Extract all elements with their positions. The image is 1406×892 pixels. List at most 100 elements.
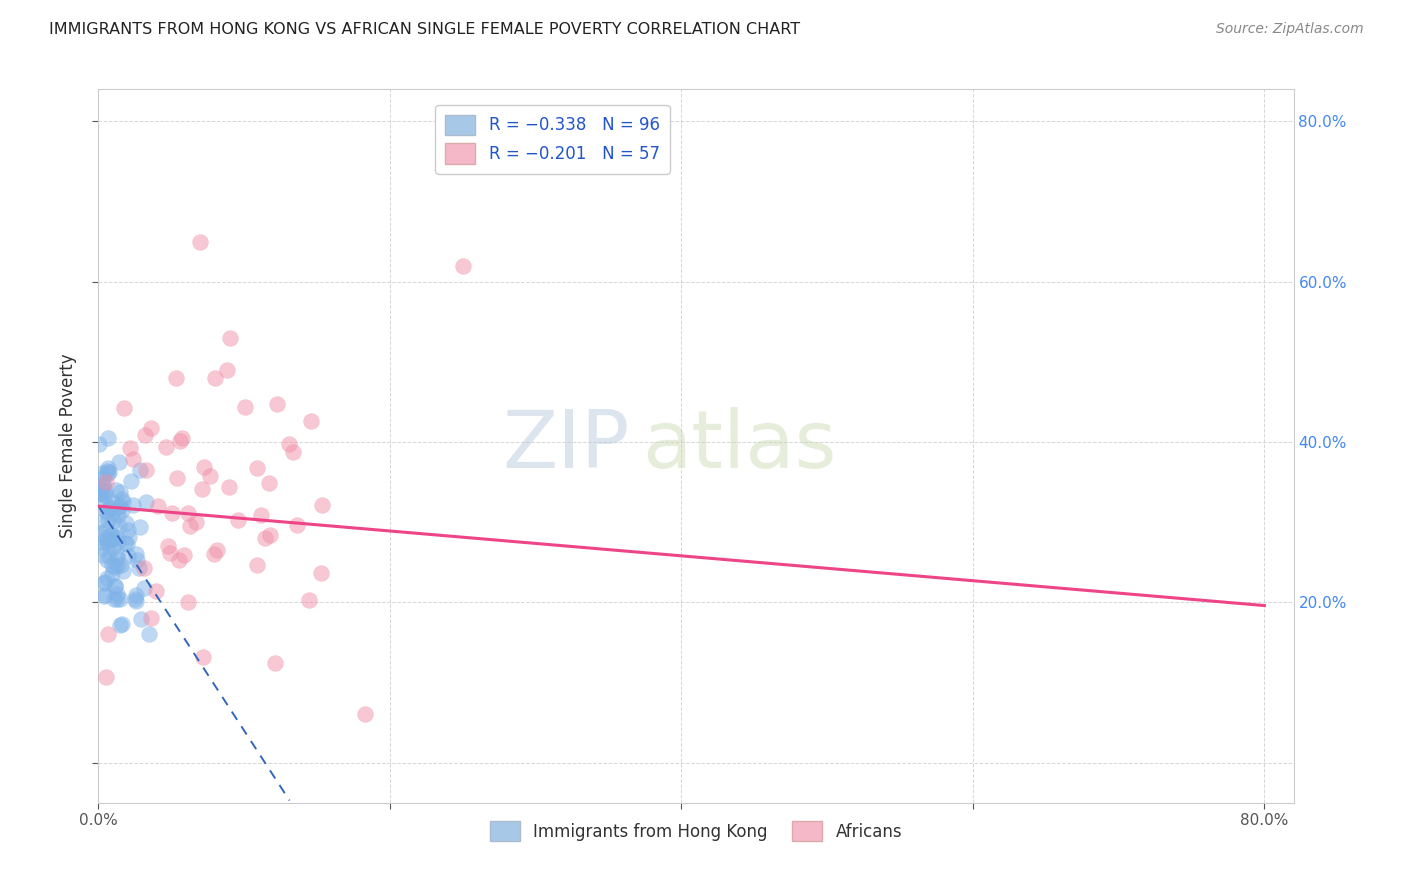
Point [166,471,188,485]
Point [259,527,281,541]
Point [218,331,240,345]
Point [135,463,157,477]
Point [184,515,207,529]
Point [128,463,150,477]
Point [98,528,121,542]
Point [94,475,117,489]
Point [97,513,120,527]
Point [148,500,170,514]
Point [218,480,240,494]
Point [281,444,304,458]
Point [101,533,124,547]
Point [177,595,200,609]
Y-axis label: Single Female Poverty: Single Female Poverty [59,354,77,538]
Point [108,499,131,513]
Point [87,515,110,529]
Point [309,566,332,581]
Point [111,495,134,509]
Point [139,421,162,435]
Point [103,559,125,574]
Point [101,495,124,509]
Point [112,401,135,416]
Point [138,627,160,641]
Point [87,487,110,501]
Point [104,483,127,497]
Point [155,440,177,454]
Point [94,670,117,684]
Point [246,461,269,475]
Point [145,583,167,598]
Point [90,525,112,540]
Point [107,534,129,549]
Point [101,528,124,542]
Point [159,546,181,560]
Point [104,579,127,593]
Point [134,561,156,575]
Point [278,437,301,451]
Point [129,612,152,626]
Point [94,523,117,537]
Point [105,550,128,565]
Text: ZIP: ZIP [503,407,630,485]
Point [93,575,115,590]
Point [107,508,129,522]
Point [96,571,118,585]
Point [298,593,321,607]
Point [101,558,124,572]
Point [191,649,214,664]
Point [191,482,214,496]
Point [120,441,142,455]
Point [160,507,183,521]
Point [207,543,229,558]
Legend: Immigrants from Hong Kong, Africans: Immigrants from Hong Kong, Africans [482,814,910,848]
Point [299,415,322,429]
Point [120,474,142,488]
Point [101,567,124,582]
Point [179,519,201,533]
Point [110,492,132,507]
Point [108,500,131,514]
Point [89,484,111,499]
Point [97,536,120,550]
Text: Source: ZipAtlas.com: Source: ZipAtlas.com [1216,22,1364,37]
Point [124,547,146,561]
Point [96,533,118,547]
Point [91,476,114,491]
Point [93,589,115,603]
Point [90,541,112,555]
Point [89,437,111,451]
Point [121,498,143,512]
Point [190,235,212,249]
Point [105,587,128,601]
Point [98,500,121,514]
Point [111,564,134,578]
Point [101,507,124,521]
Point [141,611,163,625]
Point [193,459,215,474]
Point [108,455,131,469]
Point [235,400,257,414]
Point [97,461,120,475]
Point [107,592,129,607]
Point [96,506,118,520]
Point [96,627,118,641]
Point [111,503,134,517]
Point [114,536,136,550]
Point [134,428,156,442]
Point [451,259,474,273]
Point [105,558,128,573]
Point [254,531,277,545]
Text: atlas: atlas [643,407,837,485]
Point [104,579,127,593]
Point [122,451,145,466]
Point [97,431,120,445]
Point [108,592,131,607]
Point [204,371,226,385]
Point [94,488,117,502]
Point [96,503,118,517]
Point [132,581,155,595]
Point [108,485,131,500]
Point [103,591,125,606]
Point [169,434,191,448]
Point [94,483,117,498]
